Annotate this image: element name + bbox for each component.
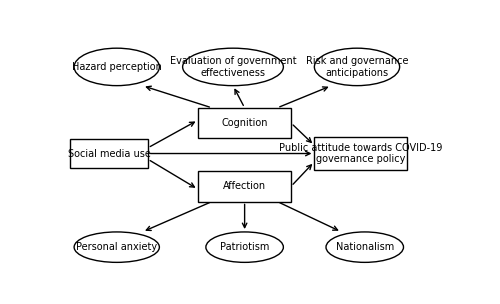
Ellipse shape: [74, 48, 160, 86]
Text: Evaluation of government
effectiveness: Evaluation of government effectiveness: [170, 56, 296, 78]
Ellipse shape: [206, 232, 284, 262]
FancyBboxPatch shape: [198, 171, 291, 202]
Ellipse shape: [74, 232, 160, 262]
Text: Public attitude towards COVID-19
governance policy: Public attitude towards COVID-19 governa…: [279, 143, 442, 164]
Text: Patriotism: Patriotism: [220, 242, 270, 252]
FancyBboxPatch shape: [198, 108, 291, 138]
Ellipse shape: [182, 48, 284, 86]
Ellipse shape: [326, 232, 404, 262]
Text: Affection: Affection: [223, 181, 266, 191]
Text: Cognition: Cognition: [222, 118, 268, 128]
Text: Risk and governance
anticipations: Risk and governance anticipations: [306, 56, 408, 78]
Text: Social media use: Social media use: [68, 149, 150, 158]
FancyBboxPatch shape: [314, 137, 408, 170]
Text: Personal anxiety: Personal anxiety: [76, 242, 158, 252]
Text: Hazard perception: Hazard perception: [72, 62, 162, 72]
Ellipse shape: [314, 48, 400, 86]
FancyBboxPatch shape: [70, 140, 148, 168]
Text: Nationalism: Nationalism: [336, 242, 394, 252]
